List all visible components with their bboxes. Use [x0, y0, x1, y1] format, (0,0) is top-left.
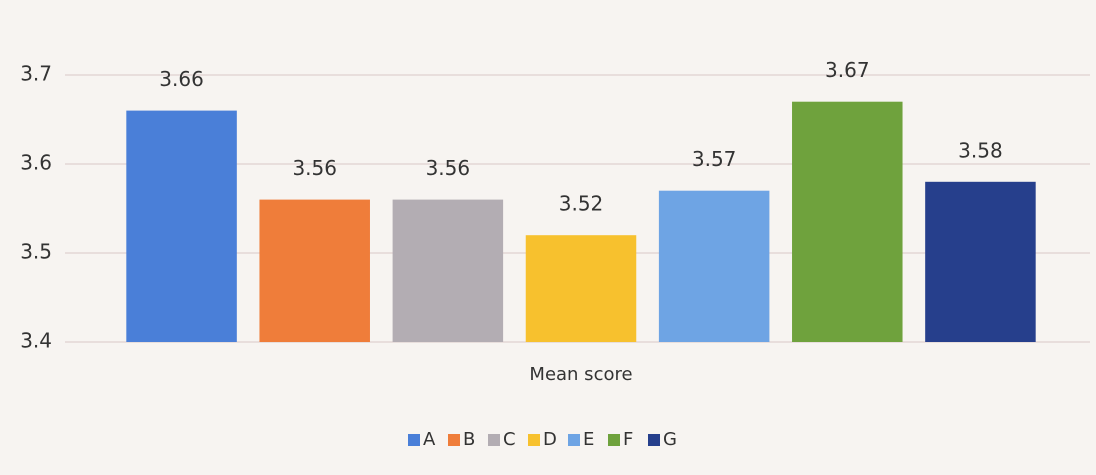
bar [259, 199, 370, 342]
bar [792, 101, 903, 342]
bar [658, 190, 770, 342]
legend-label: B [463, 429, 475, 450]
legend-swatch [408, 434, 420, 446]
legend-swatch [488, 434, 500, 446]
x-tick-label: Mean score [529, 364, 632, 385]
legend-swatch [648, 434, 660, 446]
legend-label: F [623, 429, 633, 450]
legend-label: A [423, 429, 436, 450]
legend-swatch [448, 434, 460, 446]
legend-swatch [608, 434, 620, 446]
y-tick-label: 3.6 [20, 151, 52, 175]
data-label: 3.57 [692, 147, 737, 171]
legend-swatch [528, 434, 540, 446]
bar [925, 181, 1036, 342]
bar [525, 235, 637, 342]
legend-swatch [568, 434, 580, 446]
data-label: 3.66 [159, 67, 204, 91]
y-tick-label: 3.7 [20, 62, 52, 86]
bar [126, 110, 237, 342]
legend-label: G [663, 429, 677, 450]
legend-label: E [583, 429, 594, 450]
data-label: 3.67 [825, 58, 870, 82]
legend-label: C [503, 429, 516, 450]
legend-label: D [543, 429, 557, 450]
y-tick-label: 3.4 [20, 329, 52, 353]
y-tick-label: 3.5 [20, 240, 52, 264]
data-label: 3.58 [958, 138, 1003, 162]
bar [392, 199, 504, 342]
data-label: 3.56 [426, 156, 471, 180]
data-label: 3.52 [559, 192, 604, 216]
data-label: 3.56 [292, 156, 337, 180]
